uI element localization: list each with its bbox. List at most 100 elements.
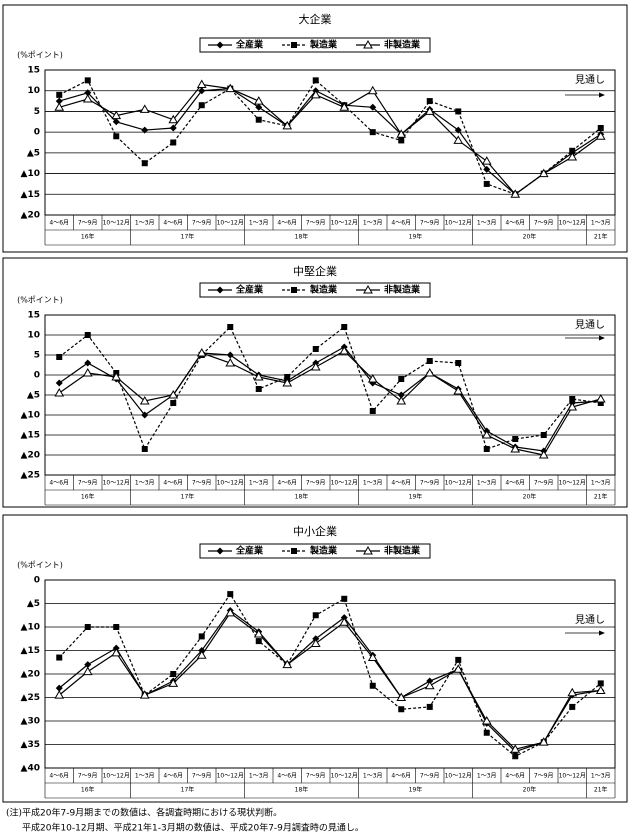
x-tick-label: 7～9月 <box>306 480 326 487</box>
marker <box>255 103 263 111</box>
y-tick-label: ▲15 <box>21 190 40 200</box>
marker <box>397 391 405 399</box>
x-tick-label: 4～6月 <box>505 220 525 227</box>
x-tick-label: 4～6月 <box>277 773 297 780</box>
year-label: 20年 <box>523 786 537 794</box>
x-tick-label: 10～12月 <box>103 480 130 487</box>
marker <box>454 126 462 134</box>
marker <box>424 106 435 115</box>
legend-label: 製造業 <box>309 545 338 557</box>
x-tick-label: 1～3月 <box>363 480 383 487</box>
series-line <box>58 612 601 750</box>
year-label: 16年 <box>81 786 95 794</box>
x-tick-label: 1～3月 <box>591 480 611 487</box>
x-tick-label: 4～6月 <box>505 773 525 780</box>
x-tick-label: 1～3月 <box>477 480 497 487</box>
marker <box>216 41 224 49</box>
year-label: 18年 <box>295 233 309 241</box>
series-line <box>59 83 602 196</box>
marker <box>367 373 378 383</box>
forecast-arrowhead <box>599 335 605 341</box>
x-tick-label: 7～9月 <box>192 773 212 780</box>
panel-border <box>2 4 628 253</box>
marker <box>253 629 264 638</box>
marker <box>84 624 91 630</box>
y-tick-label: 15 <box>27 311 40 321</box>
marker <box>369 103 377 111</box>
marker <box>567 401 578 411</box>
year-label: 20年 <box>523 233 537 241</box>
x-tick-label: 1～3月 <box>477 773 497 780</box>
note: (注)平成20年7-9月期までの数値は、各調査時期における現状判断。 <box>6 807 282 819</box>
x-tick-label: 10～12月 <box>217 480 244 487</box>
legend-label: 製造業 <box>309 284 338 296</box>
marker <box>82 666 93 676</box>
marker <box>55 684 63 692</box>
marker <box>54 102 65 111</box>
marker <box>141 160 148 167</box>
y-tick-label: ▲20 <box>21 451 40 461</box>
x-tick-label: 4～6月 <box>163 220 183 227</box>
marker <box>291 548 297 554</box>
x-tick-label: 7～9月 <box>420 220 440 227</box>
marker <box>538 168 549 178</box>
marker <box>538 449 549 459</box>
forecast-arrowhead <box>599 92 605 98</box>
marker <box>367 652 378 662</box>
x-tick-label: 4～6月 <box>505 480 525 487</box>
x-tick-label: 7～9月 <box>534 480 554 487</box>
marker <box>363 39 373 49</box>
series-line <box>58 79 602 195</box>
chart-panel: 中堅企業 (%ポイント) 15 10 5 0 ▲5 ▲10 ▲15 ▲20 ▲25 4～6月 7～9月 1… <box>2 257 628 508</box>
marker <box>424 367 435 377</box>
y-tick-label: 15 <box>27 66 40 76</box>
x-tick-label: 10～12月 <box>445 220 472 227</box>
marker <box>312 77 319 84</box>
chart-title: 大企業 <box>299 12 332 26</box>
series-line <box>58 609 601 753</box>
marker <box>481 429 492 439</box>
marker <box>54 690 65 699</box>
marker <box>55 379 63 387</box>
x-tick-label: 1～3月 <box>591 773 611 780</box>
x-tick-label: 10～12月 <box>445 480 472 487</box>
marker <box>341 324 348 330</box>
y-tick-label: 0 <box>34 576 40 586</box>
marker <box>310 638 321 647</box>
marker <box>216 286 224 294</box>
y-tick-label: ▲10 <box>21 411 40 421</box>
x-tick-label: 7～9月 <box>306 773 326 780</box>
y-tick-label: ▲10 <box>21 623 40 633</box>
x-tick-label: 10～12月 <box>217 220 244 227</box>
marker <box>597 680 604 687</box>
marker <box>595 131 606 140</box>
x-tick-label: 4～6月 <box>391 480 411 487</box>
x-tick-label: 7～9月 <box>78 773 98 780</box>
x-tick-label: 10～12月 <box>559 480 586 487</box>
series-line <box>59 88 602 196</box>
marker <box>426 703 433 710</box>
y-tick-label: 0 <box>34 128 40 138</box>
y-tick-label: 5 <box>34 351 40 361</box>
marker <box>227 591 234 598</box>
forecast-label: 見通し <box>575 74 605 86</box>
x-tick-label: 4～6月 <box>277 220 297 227</box>
x-tick-label: 1～3月 <box>591 220 611 227</box>
x-tick-label: 7～9月 <box>192 480 212 487</box>
x-tick-label: 10～12月 <box>331 220 358 227</box>
marker <box>198 633 205 640</box>
y-axis-label: (%ポイント) <box>17 296 63 305</box>
note: 平成20年10-12月期、平成21年1-3月期の数値は、平成20年7-9月調査時… <box>22 822 364 834</box>
marker <box>255 386 262 392</box>
x-tick-label: 4～6月 <box>49 480 69 487</box>
year-label: 17年 <box>181 233 195 241</box>
marker <box>112 118 120 126</box>
chart-title: 中小企業 <box>293 524 337 538</box>
marker <box>111 647 122 657</box>
chart-title: 中堅企業 <box>293 264 337 278</box>
legend-label: 全産業 <box>235 284 264 296</box>
marker <box>84 661 92 669</box>
y-tick-label: ▲15 <box>21 646 40 656</box>
year-label: 17年 <box>181 493 195 501</box>
y-tick-label: ▲5 <box>27 391 40 401</box>
